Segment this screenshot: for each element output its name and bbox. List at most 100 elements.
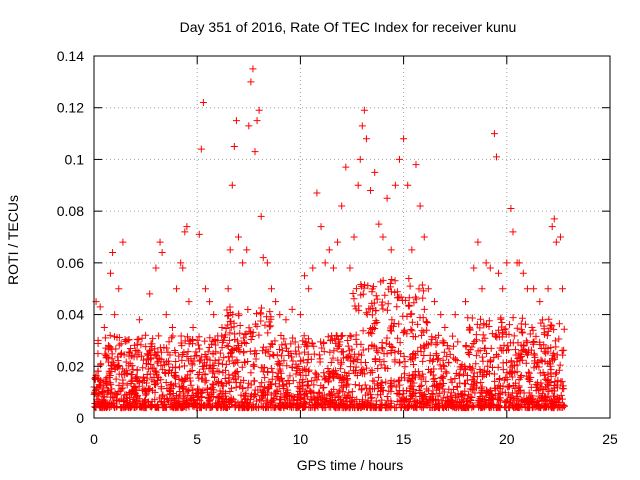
data-point (171, 372, 179, 380)
data-point (226, 329, 234, 337)
data-point (250, 390, 258, 398)
data-point (174, 401, 182, 409)
data-point (338, 379, 346, 387)
y-tick-label: 0.06 (57, 255, 84, 271)
data-point (479, 357, 487, 365)
data-point (222, 325, 230, 333)
data-point (451, 375, 459, 383)
data-point (142, 401, 150, 409)
data-point (403, 330, 411, 338)
data-point (133, 346, 141, 354)
data-point (251, 403, 259, 411)
data-point (236, 322, 244, 330)
data-point (519, 269, 527, 277)
data-point (474, 399, 482, 407)
data-point (303, 359, 311, 367)
data-point (472, 360, 480, 368)
data-point (275, 402, 283, 410)
data-point (232, 368, 240, 376)
data-point (210, 311, 218, 319)
data-point (470, 369, 478, 377)
data-point (556, 233, 564, 241)
data-point (185, 298, 193, 306)
data-point (162, 370, 170, 378)
data-point (507, 358, 515, 366)
data-point (214, 332, 222, 340)
data-point (451, 391, 459, 399)
data-point (321, 376, 329, 384)
data-point (432, 341, 440, 349)
data-point (379, 233, 387, 241)
data-point (280, 357, 288, 365)
data-point (256, 383, 264, 391)
data-point (555, 320, 563, 328)
data-point (353, 371, 361, 379)
data-point (274, 358, 282, 366)
data-point (326, 337, 334, 345)
data-point (391, 348, 399, 356)
data-point (540, 325, 548, 333)
data-point (112, 391, 120, 399)
data-point (247, 336, 255, 344)
data-point (326, 348, 334, 356)
data-point (231, 336, 239, 344)
data-point (202, 353, 210, 361)
data-point (532, 362, 540, 370)
data-point (104, 387, 112, 395)
data-point (350, 233, 358, 241)
data-point (496, 397, 504, 405)
data-point (417, 392, 425, 400)
data-point (177, 382, 185, 390)
data-point (270, 351, 278, 359)
data-point (378, 298, 386, 306)
data-point (250, 350, 258, 358)
data-point (192, 348, 200, 356)
data-point (357, 366, 365, 374)
data-point (316, 358, 324, 366)
data-point (485, 323, 493, 331)
data-point (197, 400, 205, 408)
data-point (204, 394, 212, 402)
data-point (350, 358, 358, 366)
data-point (301, 403, 309, 411)
data-point (492, 350, 500, 358)
data-point (289, 357, 297, 365)
data-point (242, 340, 250, 348)
data-point (461, 380, 469, 388)
data-point (299, 382, 307, 390)
data-point (329, 264, 337, 272)
data-point (448, 400, 456, 408)
data-point (414, 320, 422, 328)
data-point (278, 341, 286, 349)
data-point (406, 384, 414, 392)
data-point (495, 326, 503, 334)
data-point (388, 276, 396, 284)
data-point (541, 393, 549, 401)
data-point (532, 332, 540, 340)
data-point (133, 386, 141, 394)
data-point (255, 106, 263, 114)
data-point (513, 324, 521, 332)
data-point (478, 285, 486, 293)
data-point (455, 371, 463, 379)
data-point (320, 403, 328, 411)
data-point (388, 316, 396, 324)
data-point (236, 382, 244, 390)
data-point (355, 382, 363, 390)
data-point (313, 393, 321, 401)
data-point (504, 391, 512, 399)
data-point (373, 295, 381, 303)
data-point (537, 319, 545, 327)
data-point (424, 285, 432, 293)
data-point (208, 403, 216, 411)
data-point (228, 347, 236, 355)
data-point (105, 358, 113, 366)
data-point (473, 320, 481, 328)
data-point (451, 311, 459, 319)
data-point (359, 290, 367, 298)
data-point (387, 376, 395, 384)
grid (94, 56, 610, 418)
data-point (350, 295, 358, 303)
data-point (394, 334, 402, 342)
data-point (412, 389, 420, 397)
